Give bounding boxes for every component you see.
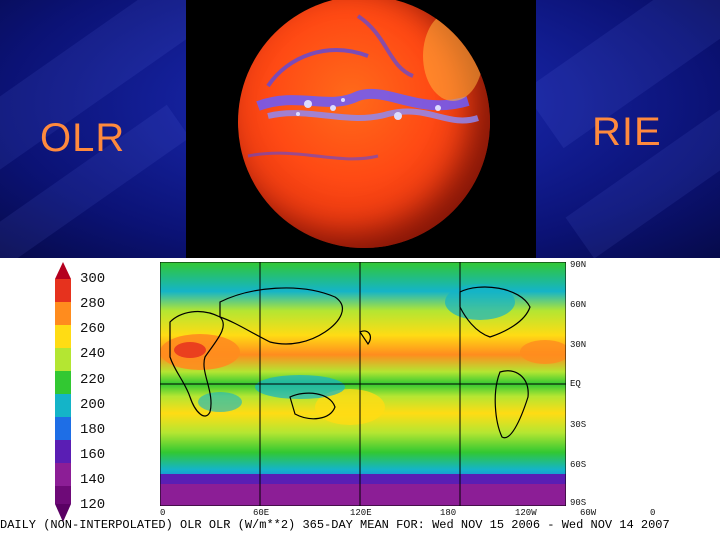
rie-title: RIE <box>592 110 662 154</box>
earth-globe <box>238 0 490 248</box>
lon-label-0-end: 0 <box>650 508 656 518</box>
lat-label-90n: 90N <box>570 260 587 270</box>
colorbar-label-260: 260 <box>80 321 106 337</box>
lon-label-0: 0 <box>160 508 166 518</box>
colorbar-label-300: 300 <box>80 271 106 287</box>
lon-label-60w: 60W <box>580 508 597 518</box>
olr-world-map <box>160 262 566 506</box>
colorbar-label-280: 280 <box>80 296 106 312</box>
lon-label-180: 180 <box>440 508 457 518</box>
colorbar-label-140: 140 <box>80 472 106 488</box>
lon-label-60e: 60E <box>253 508 270 518</box>
lat-label-60s: 60S <box>570 460 587 470</box>
colorbar-label-220: 220 <box>80 372 106 388</box>
lat-label-60n: 60N <box>570 300 587 310</box>
colorbar-label-120: 120 <box>80 497 106 513</box>
colorbar-bottom-arrow <box>55 504 71 522</box>
colorbar <box>55 262 71 522</box>
lat-label-30n: 30N <box>570 340 587 350</box>
olr-map-panel: 300 280 260 240 220 200 180 160 140 120 <box>0 258 720 540</box>
lon-label-120e: 120E <box>350 508 372 518</box>
colorbar-top-arrow <box>55 262 71 279</box>
satellite-globe-image <box>186 0 536 258</box>
lat-label-eq: EQ <box>570 379 581 389</box>
colorbar-label-160: 160 <box>80 447 106 463</box>
colorbar-label-200: 200 <box>80 397 106 413</box>
lon-label-120w: 120W <box>515 508 537 518</box>
lat-label-90s: 90S <box>570 498 587 508</box>
olr-title: OLR <box>40 116 126 160</box>
colorbar-label-180: 180 <box>80 422 106 438</box>
lat-label-30s: 30S <box>570 420 587 430</box>
colorbar-label-240: 240 <box>80 346 106 362</box>
map-caption: DAILY (NON-INTERPOLATED) OLR OLR (W/m**2… <box>0 518 670 532</box>
